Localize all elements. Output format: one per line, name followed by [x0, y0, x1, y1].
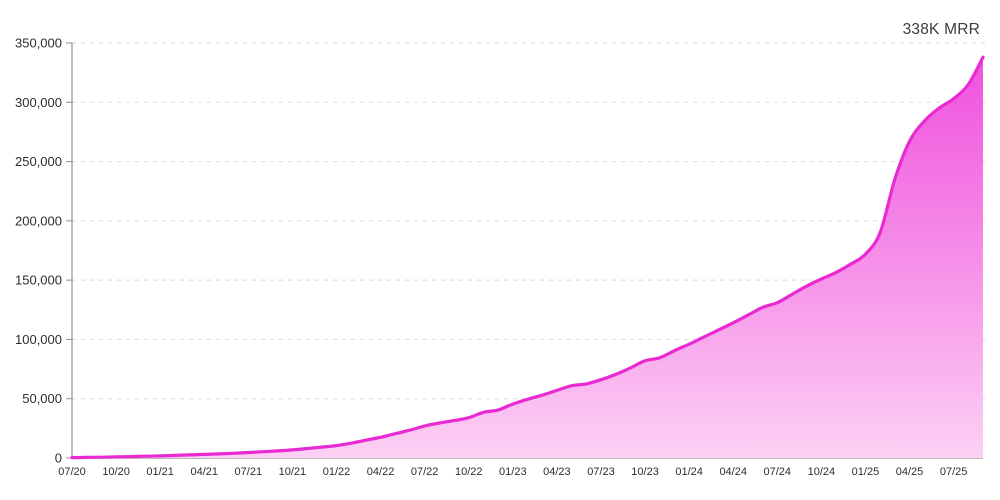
- svg-text:200,000: 200,000: [15, 213, 62, 228]
- svg-text:07/22: 07/22: [411, 466, 439, 478]
- svg-text:04/25: 04/25: [896, 466, 924, 478]
- x-axis-labels: 07/20 10/20 01/21 04/21 07/21 10/21 01/22 04/22…: [58, 466, 967, 478]
- svg-text:10/22: 10/22: [455, 466, 483, 478]
- svg-text:07/23: 07/23: [587, 466, 615, 478]
- svg-text:300,000: 300,000: [15, 95, 62, 110]
- svg-text:01/25: 01/25: [852, 466, 880, 478]
- svg-text:100,000: 100,000: [15, 332, 62, 347]
- svg-text:250,000: 250,000: [15, 154, 62, 169]
- svg-text:07/21: 07/21: [235, 466, 263, 478]
- svg-text:07/20: 07/20: [58, 466, 86, 478]
- svg-text:01/21: 01/21: [146, 466, 174, 478]
- svg-text:10/21: 10/21: [279, 466, 307, 478]
- svg-text:50,000: 50,000: [22, 391, 62, 406]
- svg-text:10/23: 10/23: [631, 466, 659, 478]
- svg-text:150,000: 150,000: [15, 273, 62, 288]
- mrr-total-label: 338K MRR: [902, 21, 980, 38]
- svg-text:07/25: 07/25: [940, 466, 968, 478]
- svg-text:01/23: 01/23: [499, 466, 527, 478]
- y-axis-labels: 0 50,000 100,000 150,000 200,000 250,000 300,0…: [15, 36, 62, 466]
- svg-text:04/23: 04/23: [543, 466, 571, 478]
- svg-text:04/24: 04/24: [719, 466, 747, 478]
- mrr-line: [70, 55, 985, 460]
- svg-text:04/21: 04/21: [190, 466, 218, 478]
- svg-text:01/22: 01/22: [323, 466, 351, 478]
- svg-text:01/24: 01/24: [675, 466, 703, 478]
- y-gridlines: [66, 42, 987, 459]
- svg-text:0: 0: [55, 451, 62, 466]
- mrr-area-fill: [72, 57, 983, 458]
- svg-text:04/22: 04/22: [367, 466, 395, 478]
- svg-text:07/24: 07/24: [764, 466, 792, 478]
- svg-text:10/24: 10/24: [808, 466, 836, 478]
- svg-text:10/20: 10/20: [102, 466, 130, 478]
- svg-text:350,000: 350,000: [15, 36, 62, 51]
